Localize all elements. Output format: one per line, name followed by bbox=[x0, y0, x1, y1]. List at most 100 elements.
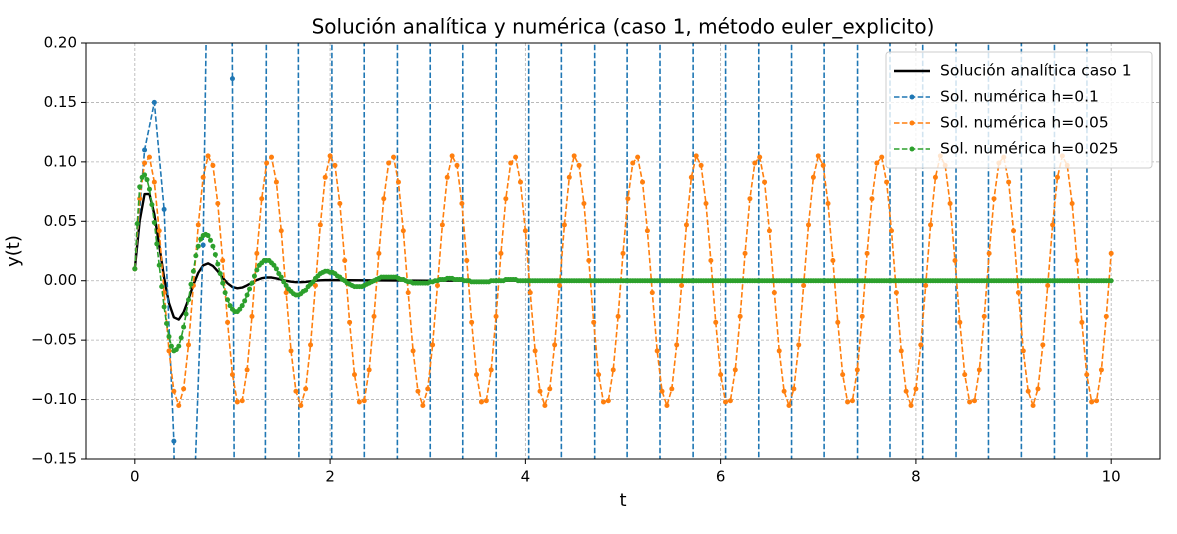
data-point bbox=[1089, 399, 1095, 405]
data-point bbox=[1006, 179, 1012, 185]
data-point bbox=[693, 153, 699, 159]
data-point bbox=[532, 348, 538, 354]
data-point bbox=[146, 154, 152, 160]
data-point bbox=[288, 348, 294, 354]
data-point bbox=[220, 280, 226, 286]
data-point bbox=[386, 160, 392, 166]
data-point bbox=[620, 250, 626, 256]
data-point bbox=[718, 372, 724, 378]
data-point bbox=[806, 222, 812, 228]
data-point bbox=[142, 147, 148, 153]
data-point bbox=[337, 200, 343, 206]
data-point bbox=[913, 386, 919, 392]
data-point bbox=[947, 200, 953, 206]
data-point bbox=[454, 162, 460, 168]
data-point bbox=[234, 399, 240, 405]
ticks: 0 2 4 6 8 10 −0.15 −0.10 −0.05 0.00 0.05 0.10 0.15 0.… bbox=[31, 34, 1121, 486]
data-point bbox=[186, 297, 192, 303]
data-point bbox=[271, 262, 277, 268]
data-point bbox=[732, 367, 738, 373]
x-tick-label: 0 bbox=[130, 468, 140, 486]
data-point bbox=[488, 367, 494, 373]
x-tick-label: 4 bbox=[521, 468, 531, 486]
data-point bbox=[132, 266, 138, 272]
data-point bbox=[737, 313, 743, 319]
data-point bbox=[134, 221, 140, 227]
data-point bbox=[1079, 319, 1085, 325]
legend: Solución analítica caso 1 Sol. numérica h… bbox=[885, 51, 1153, 169]
data-point bbox=[649, 290, 655, 296]
data-point bbox=[156, 262, 162, 268]
data-point bbox=[171, 388, 177, 394]
data-point bbox=[630, 160, 636, 166]
data-point bbox=[1098, 367, 1104, 373]
data-point bbox=[918, 342, 924, 348]
data-point bbox=[198, 236, 204, 242]
data-point bbox=[830, 258, 836, 264]
data-point bbox=[222, 290, 228, 296]
data-point bbox=[654, 348, 660, 354]
x-tick-label: 10 bbox=[1102, 468, 1121, 486]
plot-area bbox=[132, 43, 1114, 459]
data-point bbox=[415, 388, 421, 394]
data-point bbox=[229, 76, 235, 82]
data-point bbox=[796, 342, 802, 348]
data-point bbox=[156, 228, 162, 234]
data-point bbox=[840, 372, 846, 378]
data-point bbox=[537, 388, 543, 394]
data-point bbox=[1025, 388, 1031, 394]
data-point bbox=[820, 162, 826, 168]
data-point bbox=[229, 372, 235, 378]
y-axis-label: y(t) bbox=[3, 235, 24, 267]
y-tick-label: 0.15 bbox=[44, 93, 77, 111]
y-tick-label: −0.05 bbox=[31, 331, 77, 349]
data-point bbox=[1054, 174, 1060, 180]
data-point bbox=[571, 153, 577, 159]
data-point bbox=[513, 154, 519, 160]
data-point bbox=[166, 348, 172, 354]
data-point bbox=[308, 342, 314, 348]
data-point bbox=[723, 399, 729, 405]
data-point bbox=[869, 196, 875, 202]
data-point bbox=[312, 282, 318, 288]
data-point bbox=[439, 222, 445, 228]
data-point bbox=[815, 153, 821, 159]
data-point bbox=[1020, 348, 1026, 354]
data-point bbox=[205, 233, 211, 239]
data-point bbox=[395, 179, 401, 185]
data-point bbox=[225, 297, 231, 303]
data-point bbox=[239, 398, 245, 404]
data-point bbox=[679, 282, 685, 288]
data-point bbox=[659, 388, 665, 394]
data-point bbox=[766, 228, 772, 234]
data-point bbox=[137, 184, 143, 190]
data-point bbox=[581, 200, 587, 206]
axes-frame bbox=[85, 42, 1161, 460]
data-point bbox=[361, 398, 367, 404]
data-point bbox=[352, 372, 357, 378]
y-tick-label: 0.20 bbox=[44, 34, 77, 52]
data-point bbox=[276, 271, 282, 277]
data-point bbox=[254, 250, 260, 256]
data-point bbox=[161, 206, 167, 212]
y-tick-label: −0.10 bbox=[31, 390, 77, 408]
data-point bbox=[552, 342, 558, 348]
data-point bbox=[557, 282, 563, 288]
data-point bbox=[708, 258, 714, 264]
data-point bbox=[425, 386, 431, 392]
data-point bbox=[1045, 282, 1051, 288]
data-point bbox=[713, 319, 719, 325]
data-point bbox=[967, 399, 973, 405]
data-point bbox=[332, 162, 338, 168]
data-point bbox=[420, 403, 426, 409]
data-point bbox=[430, 342, 436, 348]
data-point bbox=[178, 335, 184, 341]
data-point bbox=[298, 403, 304, 409]
data-point bbox=[227, 303, 233, 309]
data-point bbox=[405, 290, 411, 296]
legend-marker bbox=[909, 94, 915, 100]
data-point bbox=[220, 258, 226, 264]
data-point bbox=[932, 174, 938, 180]
data-point bbox=[605, 398, 611, 404]
data-point bbox=[237, 306, 243, 312]
